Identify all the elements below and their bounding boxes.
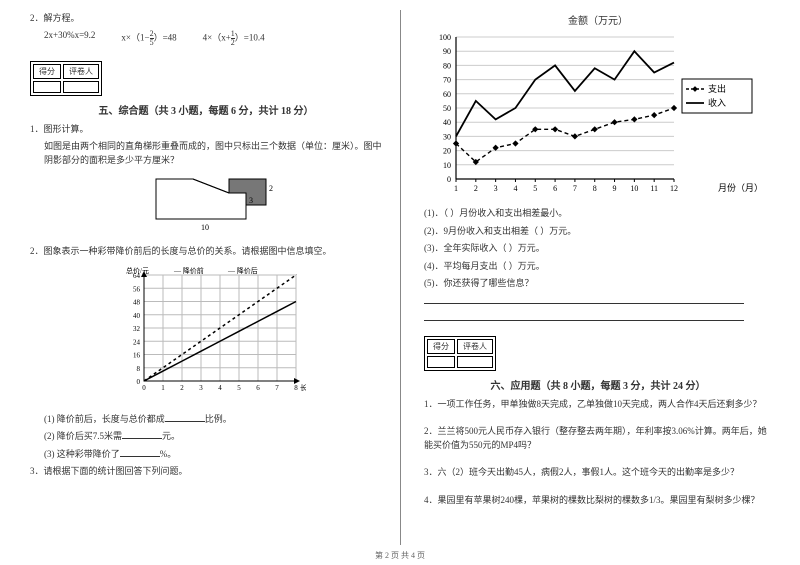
equation-row: 2x+30%x=9.2 x×（1−25）=48 4×（x+12）=10.4 [30, 30, 382, 47]
lc-sub-5: (5)．你还获得了哪些信息？ [424, 277, 772, 291]
svg-text:4: 4 [218, 384, 222, 392]
svg-text:100: 100 [439, 33, 451, 42]
svg-text:5: 5 [237, 384, 241, 392]
svg-text:收入: 收入 [708, 97, 726, 108]
scorebox-col2: 评卷人 [63, 64, 99, 79]
svg-text:2: 2 [180, 384, 184, 392]
right-column: 金额（万元） 010203040506070809010012345678910… [400, 0, 800, 565]
s5-q3-label: 3．请根据下面的统计图回答下列问题。 [30, 465, 382, 479]
svg-text:7: 7 [275, 384, 279, 392]
s6-q4: 4．果园里有苹果树240棵，苹果树的棵数比梨树的棵数多1/3。果园里有梨树多少棵… [424, 494, 772, 508]
lc-sub-4: (4)．平均每月支出（ ）万元。 [424, 260, 772, 274]
svg-text:8: 8 [137, 364, 141, 372]
lc-sub-1: (1)．（ ）月份收入和支出相差最小。 [424, 207, 772, 221]
section-6-title: 六、应用题（共 8 小题，每题 3 分，共计 24 分） [424, 377, 772, 392]
scorebox-6: 得分 评卷人 [424, 336, 496, 371]
s5-q2-subs: (1) 降价前后，长度与总价都成比例。 (2) 降价后买7.5米需元。 (3) … [30, 413, 382, 462]
svg-text:总价/元: 总价/元 [126, 266, 149, 275]
page-footer: 第 2 页 共 4 页 [0, 550, 800, 561]
svg-text:5: 5 [533, 184, 537, 193]
svg-text:56: 56 [133, 285, 141, 293]
svg-text:50: 50 [443, 104, 451, 113]
svg-text:0: 0 [447, 175, 451, 184]
svg-text:3: 3 [199, 384, 203, 392]
s6-q3: 3．六（2）班今天出勤45人，病假2人，事假1人。这个班今天的出勤率是多少？ [424, 466, 772, 480]
scorebox-empty1 [33, 81, 61, 93]
svg-text:1: 1 [161, 384, 165, 392]
s5q2-2: (2) 降价后买7.5米需元。 [44, 430, 382, 444]
svg-text:10: 10 [443, 161, 451, 170]
svg-text:0: 0 [142, 384, 146, 392]
svg-text:长度/米: 长度/米 [300, 383, 306, 392]
answer-blank-1 [424, 295, 744, 304]
s5-q1-body: 如图是由两个相同的直角梯形重叠而成的，图中只标出三个数据（单位：厘米）。图中阴影… [30, 140, 382, 167]
s6-q1: 1．一项工作任务，甲单独做8天完成，乙单独做10天完成，两人合作4天后还剩多少？ [424, 398, 772, 412]
svg-text:8: 8 [294, 384, 298, 392]
svg-text:48: 48 [133, 298, 141, 306]
scorebox6-col1: 得分 [427, 339, 455, 354]
eq-1: 2x+30%x=9.2 [44, 30, 95, 47]
trap-label-3: 3 [249, 196, 253, 205]
linechart-subs: (1)．（ ）月份收入和支出相差最小。 (2)．9月份收入和支出相差（ ）万元。… [424, 207, 772, 326]
svg-text:80: 80 [443, 61, 451, 70]
svg-text:60: 60 [443, 90, 451, 99]
price-chart: 0123456780816243240485664— 降价前— 降价后长度/米总… [30, 263, 382, 405]
answer-blank-2 [424, 312, 744, 321]
scorebox6-col2: 评卷人 [457, 339, 493, 354]
svg-text:2: 2 [474, 184, 478, 193]
svg-text:月份（月）: 月份（月） [718, 182, 763, 193]
svg-text:10: 10 [630, 184, 638, 193]
svg-text:70: 70 [443, 76, 451, 85]
svg-text:12: 12 [670, 184, 678, 193]
eq-3: 4×（x+12）=10.4 [203, 30, 265, 47]
s5q2-1: (1) 降价前后，长度与总价都成比例。 [44, 413, 382, 427]
income-expense-chart: 0102030405060708090100123456789101112支出收… [424, 29, 772, 201]
svg-text:8: 8 [593, 184, 597, 193]
scorebox-5: 得分 评卷人 [30, 61, 102, 96]
svg-text:30: 30 [443, 132, 451, 141]
svg-text:1: 1 [454, 184, 458, 193]
svg-text:40: 40 [443, 118, 451, 127]
q2-label: 2．解方程。 [30, 12, 382, 26]
lc-sub-2: (2)．9月份收入和支出相差（ ）万元。 [424, 225, 772, 239]
s5-q2-label: 2．图象表示一种彩带降价前后的长度与总价的关系。请根据图中信息填空。 [30, 245, 382, 259]
svg-text:— 降价前: — 降价前 [173, 266, 204, 275]
svg-text:20: 20 [443, 147, 451, 156]
svg-text:40: 40 [133, 311, 141, 319]
linechart-title: 金额（万元） [424, 12, 772, 27]
svg-text:24: 24 [133, 338, 141, 346]
left-column: 2．解方程。 2x+30%x=9.2 x×（1−25）=48 4×（x+12）=… [0, 0, 400, 565]
lc-sub-3: (3)．全年实际收入（ ）万元。 [424, 242, 772, 256]
scorebox-col1: 得分 [33, 64, 61, 79]
svg-text:32: 32 [133, 325, 141, 333]
svg-text:3: 3 [494, 184, 498, 193]
svg-text:16: 16 [133, 351, 141, 359]
svg-text:4: 4 [513, 184, 517, 193]
trap-label-bottom: 10 [201, 223, 209, 232]
s5-q1-label: 1．图形计算。 [30, 123, 382, 137]
svg-text:90: 90 [443, 47, 451, 56]
svg-text:6: 6 [256, 384, 260, 392]
svg-text:11: 11 [650, 184, 658, 193]
svg-text:— 降价后: — 降价后 [227, 266, 258, 275]
trapezoid-figure: 10 2 3 [30, 171, 382, 237]
svg-text:9: 9 [613, 184, 617, 193]
eq-2: x×（1−25）=48 [121, 30, 176, 47]
s6-q2: 2．兰兰将500元人民币存入银行（整存整去两年期），年利率按3.06%计算。两年… [424, 425, 772, 452]
svg-text:0: 0 [137, 378, 141, 386]
svg-text:6: 6 [553, 184, 557, 193]
svg-text:支出: 支出 [708, 83, 726, 94]
s5q2-3: (3) 这种彩带降价了%。 [44, 448, 382, 462]
trap-label-2: 2 [269, 184, 273, 193]
section-5-title: 五、综合题（共 3 小题，每题 6 分，共计 18 分） [30, 102, 382, 117]
svg-text:7: 7 [573, 184, 577, 193]
scorebox-empty2 [63, 81, 99, 93]
